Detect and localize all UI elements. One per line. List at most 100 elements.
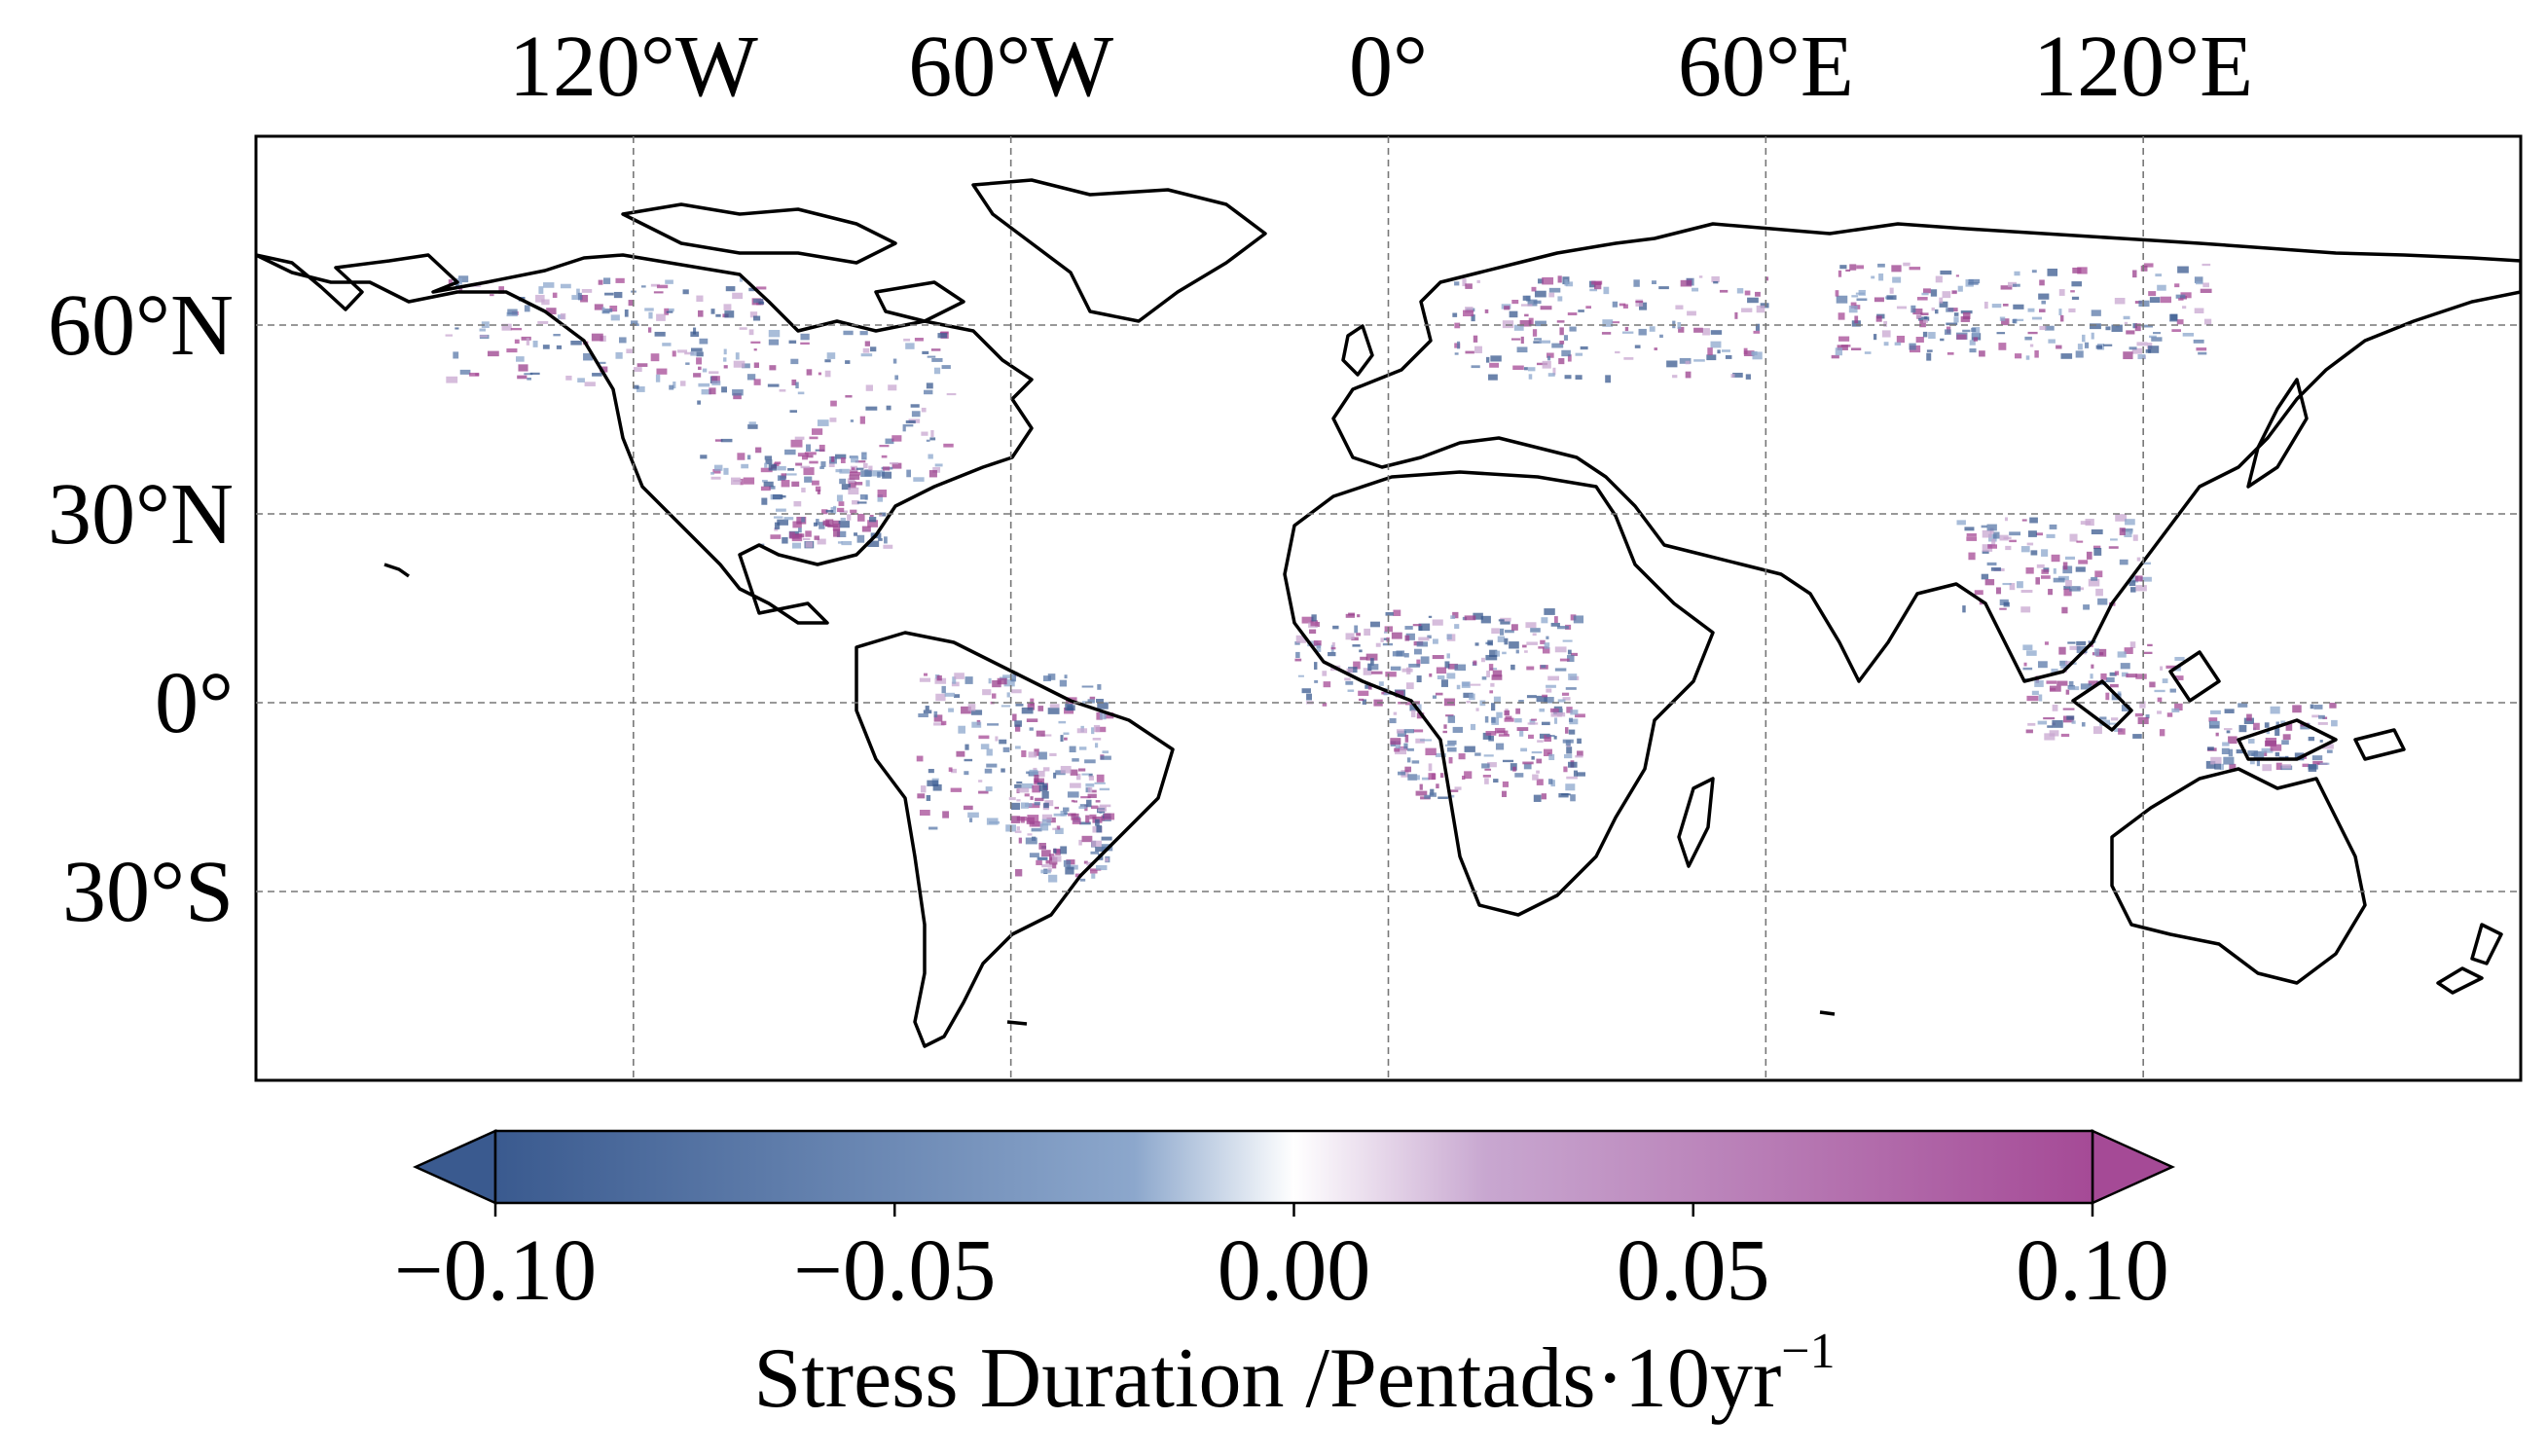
trend-patch	[2155, 273, 2163, 277]
trend-patch	[1968, 282, 1979, 285]
trend-patch	[826, 352, 836, 359]
trend-patch	[1405, 633, 1415, 640]
trend-patch	[1540, 306, 1552, 310]
trend-patch	[2109, 722, 2118, 725]
trend-patch	[1385, 672, 1397, 677]
trend-patch	[1003, 678, 1015, 687]
trend-patch	[1385, 611, 1394, 616]
trend-patch	[1354, 625, 1359, 634]
trend-patch	[1550, 780, 1555, 787]
trend-patch	[2091, 528, 2103, 535]
trend-patch	[1454, 352, 1459, 355]
trend-patch	[886, 405, 891, 411]
trend-patch	[524, 373, 533, 376]
trend-patch	[653, 291, 664, 294]
trend-patch	[843, 330, 854, 336]
trend-patch	[669, 384, 674, 390]
lat-tick-labels: 60°N30°N0°30°S	[48, 277, 234, 940]
trend-patch	[748, 421, 756, 425]
trend-patch	[2308, 736, 2315, 742]
trend-patch	[1380, 637, 1384, 642]
trend-patch	[1419, 783, 1423, 790]
trend-patch	[2119, 559, 2129, 565]
trend-patch	[1469, 693, 1475, 701]
trend-patch	[1693, 359, 1705, 362]
trend-patch	[1464, 746, 1475, 752]
trend-patch	[1999, 607, 2007, 610]
trend-patch	[543, 282, 555, 288]
trend-patch	[1071, 799, 1074, 803]
trend-patch	[910, 404, 920, 408]
trend-patch	[830, 400, 837, 407]
trend-patch	[924, 389, 933, 395]
trend-patch	[919, 677, 931, 682]
trend-patch	[1536, 362, 1547, 366]
trend-patch	[1557, 296, 1563, 302]
trend-patch	[1042, 767, 1050, 772]
trend-patch	[927, 780, 938, 786]
trend-patch	[1580, 346, 1588, 350]
trend-patch	[1035, 797, 1044, 802]
trend-patch	[2056, 680, 2068, 686]
trend-patch	[2203, 318, 2212, 325]
trend-patch	[865, 480, 870, 487]
trend-patch	[917, 793, 926, 799]
trend-patch	[1038, 751, 1047, 760]
trend-patch	[1424, 794, 1431, 799]
trend-patch	[1500, 621, 1510, 625]
trend-patch	[2322, 744, 2334, 749]
trend-patch	[1623, 357, 1634, 360]
trend-patch	[1489, 362, 1500, 368]
trend-patch	[1940, 270, 1952, 275]
trend-patch	[1473, 335, 1478, 343]
trend-patch	[832, 520, 841, 526]
trend-patch	[1544, 735, 1552, 743]
trend-patch	[982, 689, 992, 696]
trend-patch	[1356, 633, 1362, 637]
trend-patch	[1462, 278, 1467, 287]
trend-patch	[1098, 806, 1107, 810]
trend-patch	[2105, 326, 2111, 331]
trend-patch	[877, 471, 881, 478]
trend-patch	[1896, 306, 1908, 309]
trend-patch	[1070, 783, 1081, 788]
trend-patch	[577, 292, 582, 301]
trend-patch	[1332, 625, 1339, 630]
trend-patch	[2131, 347, 2142, 354]
trend-patch	[1514, 717, 1522, 723]
trend-patch	[1760, 303, 1769, 309]
trend-patch	[1578, 309, 1584, 312]
trend-patch	[1328, 651, 1336, 657]
trend-patch	[946, 392, 957, 396]
trend-patch	[1493, 696, 1501, 704]
trend-patch	[2099, 716, 2107, 720]
trend-patch	[1533, 300, 1542, 305]
trend-patch	[2141, 324, 2153, 328]
trend-patch	[1053, 813, 1065, 817]
trend-patch	[1432, 655, 1444, 660]
lon-tick-label: 0°	[1349, 18, 1428, 115]
trend-patch	[971, 721, 982, 728]
trend-patch	[2025, 729, 2033, 734]
trend-patch	[1512, 365, 1524, 371]
trend-patch	[1405, 682, 1414, 690]
trend-patch	[1894, 342, 1902, 346]
trend-patch	[2072, 267, 2082, 273]
trend-patch	[958, 725, 965, 734]
trend-patch	[1621, 331, 1634, 334]
trend-patch	[1069, 746, 1076, 753]
trend-patch	[834, 454, 847, 459]
trend-patch	[602, 309, 613, 312]
trend-patch	[656, 368, 668, 375]
trend-patch	[792, 521, 802, 528]
trend-patch	[1732, 372, 1743, 378]
trend-patch	[879, 445, 890, 448]
trend-patch	[1547, 373, 1555, 377]
trend-patch	[2145, 714, 2150, 719]
trend-patch	[1526, 641, 1538, 645]
trend-patch	[1471, 365, 1480, 369]
trend-patch	[1706, 354, 1717, 361]
trend-patch	[1534, 290, 1546, 298]
trend-patch	[1425, 747, 1437, 756]
trend-patch	[819, 466, 824, 469]
